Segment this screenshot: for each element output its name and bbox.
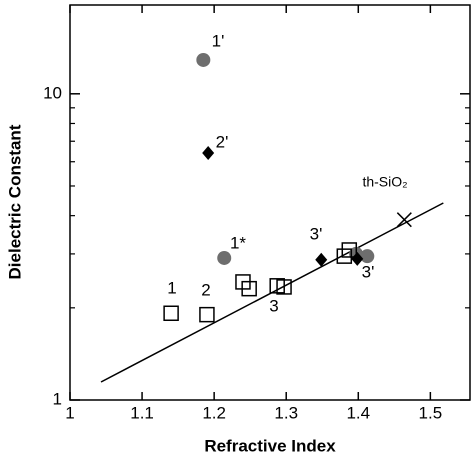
diamond-point [351, 251, 364, 266]
annotation: 1 [167, 278, 176, 297]
annotation: 1' [212, 31, 225, 50]
diamond-point [315, 252, 328, 267]
x-axis-title: Refractive Index [204, 436, 336, 455]
square-point [276, 279, 292, 295]
annotation: 1* [230, 233, 246, 252]
circle-point [360, 249, 375, 264]
annotation: th-SiO₂ [362, 174, 407, 190]
circle-point [217, 250, 232, 265]
cross-point [396, 212, 412, 228]
circle-point [196, 52, 211, 67]
square-point [199, 306, 215, 323]
x-tick-label: 1.1 [130, 403, 154, 422]
plot-frame [69, 4, 471, 401]
y-tick-label: 10 [43, 83, 62, 102]
diamond-point [202, 145, 215, 160]
x-tick-label: 1.2 [202, 403, 226, 422]
annotation: 2 [201, 280, 210, 299]
y-tick-label: 1 [53, 389, 62, 408]
annotation: 2' [216, 132, 229, 151]
x-tick-label: 1.4 [346, 403, 370, 422]
square-point [241, 280, 257, 297]
annotation: 3' [310, 224, 323, 243]
square-point [336, 248, 353, 264]
annotation: 3' [362, 262, 375, 281]
y-axis-title: Dielectric Constant [5, 124, 24, 279]
square-point [341, 242, 358, 258]
x-tick-label: 1.5 [419, 403, 443, 422]
square-point [163, 305, 179, 322]
x-tick-label: 1 [65, 403, 74, 422]
annotation: 3 [269, 296, 278, 315]
x-tick-label: 1.3 [274, 403, 298, 422]
